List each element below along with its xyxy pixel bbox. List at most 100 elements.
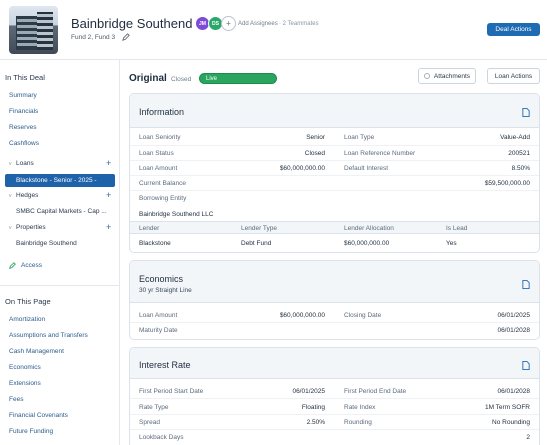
interest-rate-card: Interest Rate First Period Start Date 06… [129,347,540,445]
field-label: Maturity Date [139,327,178,334]
sidebar-item-access[interactable]: Access [21,262,42,269]
page-link-fees[interactable]: Fees [9,396,24,403]
live-toggle[interactable]: Live [199,73,277,84]
field-label: Closing Date [344,312,382,319]
sidebar-section-hedges[interactable]: Hedges [16,192,39,199]
sidebar-item-active-loan[interactable]: Blackstone - Senior - 2025 - [5,174,115,187]
add-property-icon[interactable]: + [106,222,112,232]
field-value: 2.50% [306,419,325,426]
row-divider [130,322,539,323]
status-text: Closed [171,76,192,83]
row-divider [130,145,539,146]
interest-rate-title: Interest Rate [139,360,191,370]
chevron-down-icon[interactable]: v [9,225,12,231]
row-divider [130,175,539,176]
field-label: Current Balance [139,180,186,187]
add-assignees-link[interactable]: Add Assignees [238,21,278,27]
page-link-extensions[interactable]: Extensions [9,380,41,387]
property-photo [9,6,58,54]
field-value: 06/01/2028 [497,388,530,395]
in-this-deal-heading: In This Deal [5,73,45,82]
deal-title: Bainbridge Southend [71,16,193,31]
document-icon[interactable] [522,280,530,289]
field-value: 06/01/2025 [497,312,530,319]
sidebar-item-property[interactable]: Bainbridge Southend [16,240,77,247]
information-title: Information [139,107,185,117]
deal-actions-button[interactable]: Deal Actions [487,23,540,36]
field-value: Senior [306,134,325,141]
field-label: Loan Reference Number [344,150,416,157]
economics-card: Economics 30 yr Straight Line Loan Amoun… [129,260,540,340]
field-value: Value-Add [500,134,530,141]
field-value: $59,500,000.00 [484,180,530,187]
table-cell: Debt Fund [241,240,272,247]
information-card: Information Loan Seniority Senior Loan T… [129,93,540,253]
economics-title: Economics [139,274,184,284]
paperclip-icon [423,73,430,79]
sidebar-item-reserves[interactable]: Reserves [9,124,37,131]
field-value: 1M Term SOFR [484,404,530,411]
field-label: Loan Seniority [139,134,181,141]
page-link-economics[interactable]: Economics [9,364,41,371]
attachments-button[interactable]: Attachments [418,68,476,84]
field-value: $60,000,000.00 [279,165,325,172]
interest-rate-card-header: Interest Rate [130,348,539,379]
add-loan-icon[interactable]: + [106,158,112,168]
sidebar-item-hedge[interactable]: SMBC Capital Markets - Cap ... [16,208,107,215]
edit-pencil-icon[interactable] [122,33,130,41]
field-label: Loan Amount [139,312,178,319]
field-label: Loan Type [344,134,375,141]
field-label: Rate Type [139,404,169,411]
column-header: Is Lead [446,225,468,232]
field-label: Rate Index [344,404,376,411]
page-link-amortization[interactable]: Amortization [9,316,46,323]
sidebar-item-financials[interactable]: Financials [9,108,39,115]
add-assignee-icon[interactable]: + [221,16,236,31]
row-divider [130,429,539,430]
row-divider [130,398,539,399]
field-label: Loan Status [139,150,174,157]
field-value: 8.50% [511,165,530,172]
lender-table-header: Lender Lender Type Lender Allocation Is … [130,221,539,234]
column-header: Lender Allocation [344,225,394,232]
document-icon[interactable] [522,361,530,370]
information-card-header: Information [130,94,539,128]
sidebar-section-properties[interactable]: Properties [16,224,46,231]
sidebar-item-summary[interactable]: Summary [9,92,37,99]
borrowing-entity-value: Bainbridge Southend LLC [139,211,214,218]
field-label: Rounding [344,419,372,426]
table-cell: Blackstone [139,240,171,247]
field-label: Loan Amount [139,165,178,172]
field-value: 2 [526,434,530,441]
page-link-assumptions[interactable]: Assumptions and Transfers [9,332,88,339]
sidebar-section-loans[interactable]: Loans [16,160,34,167]
field-value: 06/01/2025 [292,388,325,395]
field-label: Default Interest [344,165,389,172]
on-this-page-heading: On This Page [5,297,51,306]
sidebar: In This Deal Summary Financials Reserves… [0,60,120,445]
loan-actions-button[interactable]: Loan Actions [487,68,540,84]
page-link-cash-management[interactable]: Cash Management [9,348,64,355]
table-cell: Yes [446,240,457,247]
row-divider [130,414,539,415]
attachments-label: Attachments [433,72,471,80]
field-label: First Period Start Date [139,388,204,395]
add-hedge-icon[interactable]: + [106,190,112,200]
field-label: First Period End Date [344,388,407,395]
chevron-down-icon[interactable]: v [9,193,12,199]
row-divider [130,190,539,191]
borrowing-entity-label: Borrowing Entity [139,195,187,202]
document-icon[interactable] [522,108,530,117]
field-value: $60,000,000.00 [279,312,325,319]
chevron-down-icon[interactable]: v [9,161,12,167]
deal-funds: Fund 2, Fund 3 [71,34,116,41]
sidebar-item-cashflows[interactable]: Cashflows [9,140,39,147]
page-link-future-funding[interactable]: Future Funding [9,428,54,435]
field-value: No Rounding [492,419,530,426]
field-label: Spread [139,419,160,426]
economics-subtitle: 30 yr Straight Line [139,287,192,294]
deal-header: Bainbridge Southend Fund 2, Fund 3 JM DS… [0,0,547,60]
page-title: Original [129,73,167,84]
page-link-financial-covenants[interactable]: Financial Covenants [9,412,68,419]
field-value: Closed [304,150,325,157]
